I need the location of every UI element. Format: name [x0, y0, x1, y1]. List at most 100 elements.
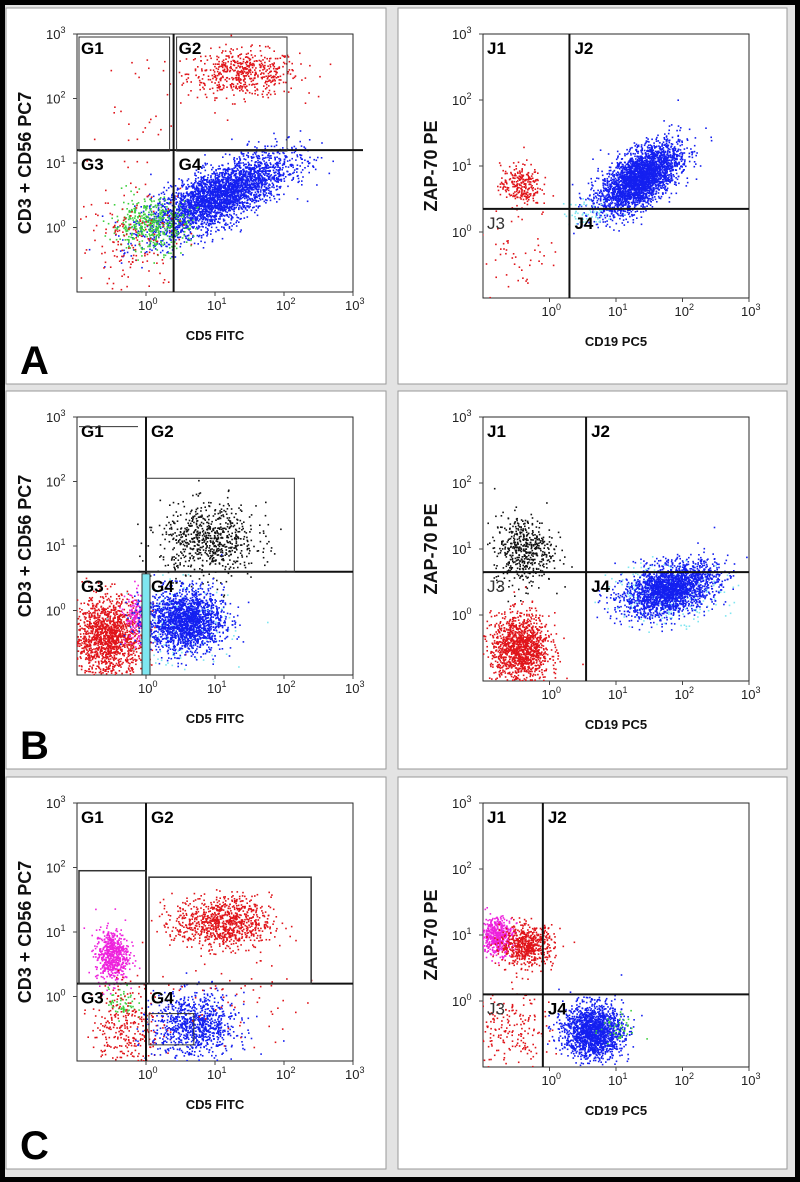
data-point: [212, 198, 215, 200]
data-point: [196, 96, 199, 99]
data-point: [644, 156, 646, 158]
data-point: [204, 199, 206, 201]
data-point: [157, 227, 160, 230]
data-point: [259, 173, 262, 175]
data-point: [177, 224, 179, 227]
data-point: [201, 70, 203, 72]
data-point: [178, 214, 181, 217]
data-point: [276, 193, 278, 196]
data-point: [150, 173, 152, 176]
data-point: [239, 164, 241, 167]
data-point: [261, 167, 263, 169]
data-point: [129, 223, 132, 226]
data-point: [231, 196, 234, 198]
data-point: [128, 209, 131, 212]
data-point: [176, 195, 178, 198]
data-point: [183, 203, 185, 206]
data-point: [227, 199, 230, 201]
data-point: [585, 204, 587, 207]
data-point: [128, 245, 130, 248]
data-point: [150, 208, 152, 210]
data-point: [152, 195, 155, 198]
data-point: [283, 177, 285, 180]
data-point: [205, 196, 208, 198]
data-point: [228, 208, 230, 211]
data-point: [265, 166, 268, 169]
data-point: [308, 162, 310, 165]
data-point: [210, 203, 213, 206]
data-point: [150, 203, 152, 206]
data-point: [174, 206, 176, 208]
data-point: [154, 244, 156, 246]
data-point: [204, 55, 207, 58]
data-point: [233, 182, 236, 184]
data-point: [253, 182, 256, 184]
data-point: [240, 53, 243, 55]
data-point: [270, 155, 272, 157]
data-point: [208, 209, 211, 211]
x-tick-label: 101: [207, 296, 226, 313]
data-point: [159, 211, 161, 214]
data-point: [106, 282, 109, 285]
data-point: [122, 231, 124, 233]
data-point: [248, 206, 250, 209]
data-point: [213, 71, 216, 73]
data-point: [251, 200, 253, 203]
data-point: [633, 142, 636, 144]
data-point: [130, 255, 133, 257]
data-point: [222, 171, 224, 174]
data-point: [206, 194, 208, 197]
data-point: [235, 180, 237, 183]
data-point: [316, 184, 318, 186]
data-point: [276, 71, 278, 74]
data-point: [250, 54, 253, 56]
data-point: [162, 69, 165, 72]
data-point: [269, 166, 272, 168]
data-point: [249, 58, 252, 61]
data-point: [191, 212, 193, 214]
data-point: [164, 60, 166, 63]
data-point: [135, 225, 137, 228]
data-point: [244, 208, 247, 210]
data-point: [236, 192, 238, 194]
data-point: [195, 198, 197, 200]
data-point: [277, 151, 279, 153]
data-point: [292, 172, 294, 175]
data-point: [265, 161, 268, 164]
data-point: [250, 188, 253, 191]
data-point: [621, 163, 624, 166]
data-point: [208, 197, 211, 200]
data-point: [182, 227, 185, 229]
data-point: [238, 173, 241, 175]
data-point: [218, 72, 220, 75]
data-point: [155, 244, 157, 246]
data-point: [189, 192, 191, 195]
data-point: [205, 231, 207, 234]
data-point: [283, 161, 286, 164]
data-point: [243, 174, 246, 176]
data-point: [133, 193, 135, 196]
data-point: [151, 230, 154, 233]
data-point: [243, 169, 245, 172]
data-point: [663, 120, 665, 122]
data-point: [219, 196, 221, 199]
data-point: [178, 207, 181, 210]
data-point: [612, 216, 615, 219]
data-point: [122, 224, 125, 226]
data-point: [159, 198, 161, 200]
data-point: [258, 168, 261, 171]
data-point: [254, 74, 256, 77]
data-point: [256, 60, 258, 62]
data-point: [203, 191, 205, 194]
data-point: [276, 156, 278, 158]
data-point: [180, 196, 183, 198]
data-point: [257, 178, 260, 180]
data-point: [233, 161, 236, 163]
data-point: [214, 76, 217, 79]
data-point: [226, 215, 229, 217]
data-point: [127, 166, 129, 169]
data-point: [213, 219, 216, 222]
data-point: [161, 203, 164, 205]
population-g2: [146, 34, 332, 121]
data-point: [108, 277, 110, 280]
